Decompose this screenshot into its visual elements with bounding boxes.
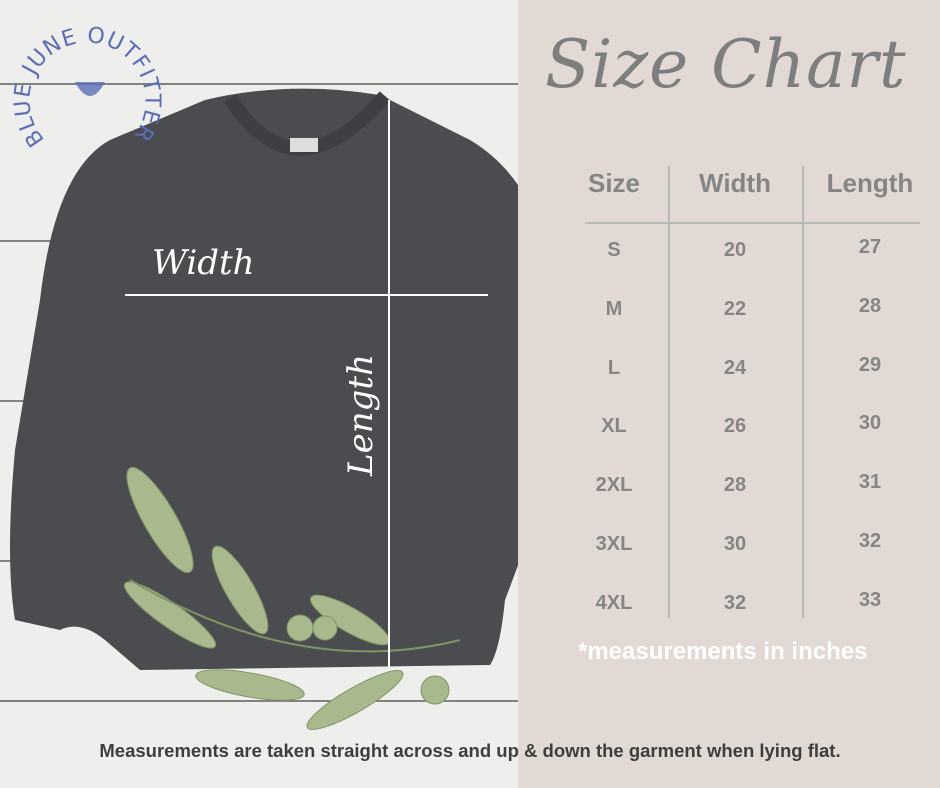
product-photo: BLUE JUNE OUTFITTERS Width Length — [0, 0, 518, 788]
table-cell-width: 20 — [723, 239, 747, 261]
table-cell-length: 33 — [858, 588, 882, 611]
brand-logo: BLUE JUNE OUTFITTERS — [0, 0, 165, 151]
page-title: Size Chart — [545, 26, 907, 103]
table-cell-width: 26 — [723, 415, 747, 438]
width-label: Width — [152, 243, 255, 283]
table-cell-width: 24 — [723, 356, 747, 379]
column-divider — [802, 166, 804, 618]
leaves-decoration — [123, 466, 461, 730]
header-length: Length — [826, 168, 914, 198]
table-cell-length: 30 — [858, 412, 882, 435]
svg-text:BLUE JUNE OUTFITTERS: BLUE JUNE OUTFITTERS — [0, 0, 165, 151]
table-cell-width: 22 — [723, 297, 747, 320]
units-note: *measurements in inches — [578, 638, 868, 665]
table-cell-length: 28 — [858, 294, 882, 317]
table-cell-size: XL — [601, 415, 627, 438]
table-cell-length: 29 — [858, 353, 882, 376]
footer-text: Measurements are taken straight across a… — [99, 740, 841, 761]
length-label: Length — [340, 354, 381, 476]
header-size: Size — [587, 168, 641, 198]
column-divider — [668, 166, 670, 618]
table-cell-size: 4XL — [595, 591, 633, 614]
sweatshirt-image: BLUE JUNE OUTFITTERS — [0, 0, 518, 730]
table-cell-size: M — [605, 297, 623, 320]
header-width: Width — [699, 168, 771, 198]
table-cell-width: 32 — [723, 591, 747, 614]
table-cell-length: 27 — [858, 236, 882, 258]
table-cell-width: 28 — [723, 474, 747, 497]
table-cell-size: L — [607, 356, 621, 379]
table-cell-size: 3XL — [595, 533, 633, 555]
table-cell-size: S — [607, 239, 621, 261]
table-cell-width: 30 — [723, 533, 747, 555]
header-divider — [585, 222, 920, 224]
table-cell-length: 32 — [858, 530, 882, 552]
size-chart-panel — [518, 0, 940, 788]
table-cell-length: 31 — [858, 471, 882, 494]
table-cell-size: 2XL — [595, 474, 633, 497]
